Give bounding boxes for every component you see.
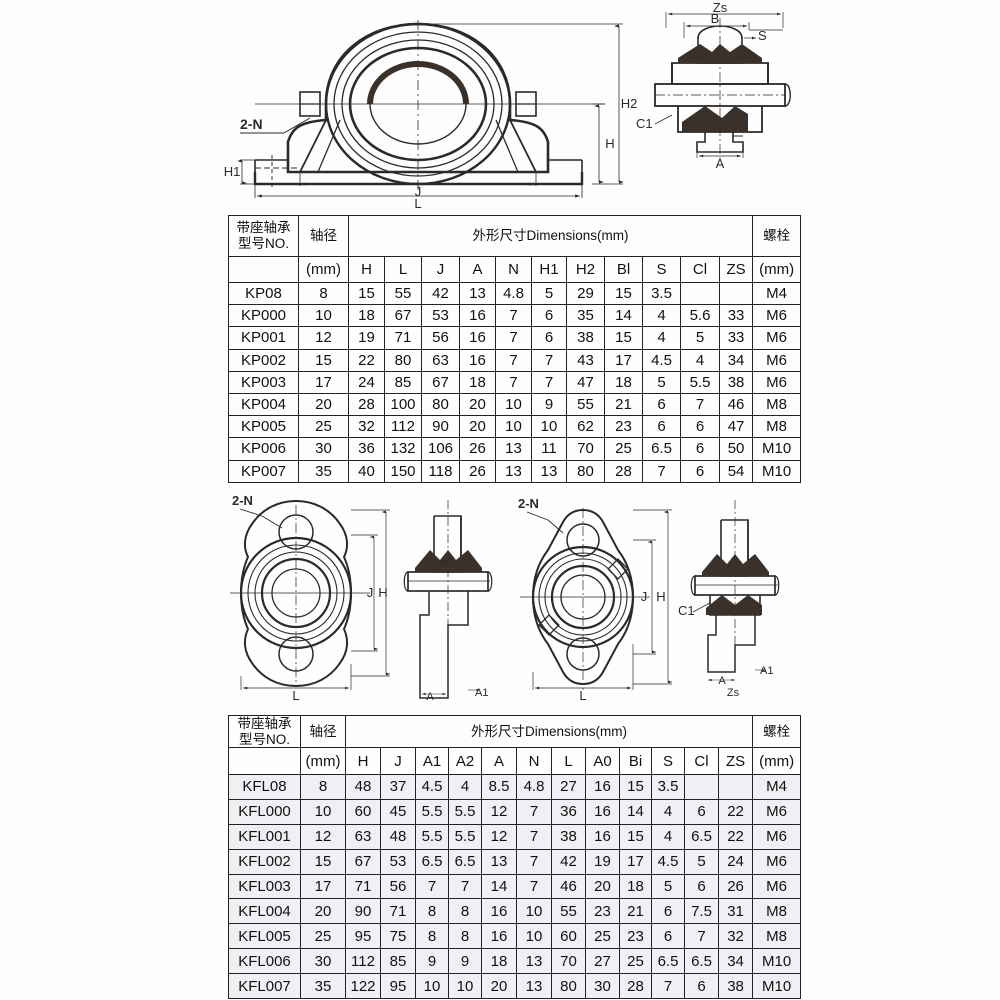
svg-text:B: B	[711, 11, 720, 26]
svg-text:S: S	[758, 28, 767, 43]
svg-text:A: A	[426, 691, 434, 703]
svg-text:2-N: 2-N	[240, 116, 263, 132]
svg-text:2-N: 2-N	[232, 493, 253, 508]
svg-text:A: A	[716, 156, 725, 171]
svg-text:J: J	[415, 184, 422, 199]
svg-text:H: H	[656, 589, 665, 604]
svg-text:A1: A1	[760, 665, 773, 677]
svg-text:H: H	[378, 585, 387, 600]
svg-text:J: J	[367, 585, 374, 600]
svg-text:A2: A2	[441, 557, 454, 568]
svg-text:2-N: 2-N	[518, 496, 539, 511]
svg-text:C1: C1	[678, 603, 695, 618]
svg-text:C1: C1	[636, 116, 653, 131]
svg-text:H2: H2	[621, 96, 638, 111]
svg-text:A: A	[718, 675, 726, 687]
svg-text:J: J	[641, 589, 648, 604]
svg-text:L: L	[292, 688, 299, 703]
svg-text:A1: A1	[475, 687, 488, 699]
svg-text:H: H	[605, 136, 614, 151]
svg-text:Zs: Zs	[727, 687, 740, 699]
svg-text:H1: H1	[224, 164, 241, 179]
svg-text:L: L	[579, 688, 586, 703]
